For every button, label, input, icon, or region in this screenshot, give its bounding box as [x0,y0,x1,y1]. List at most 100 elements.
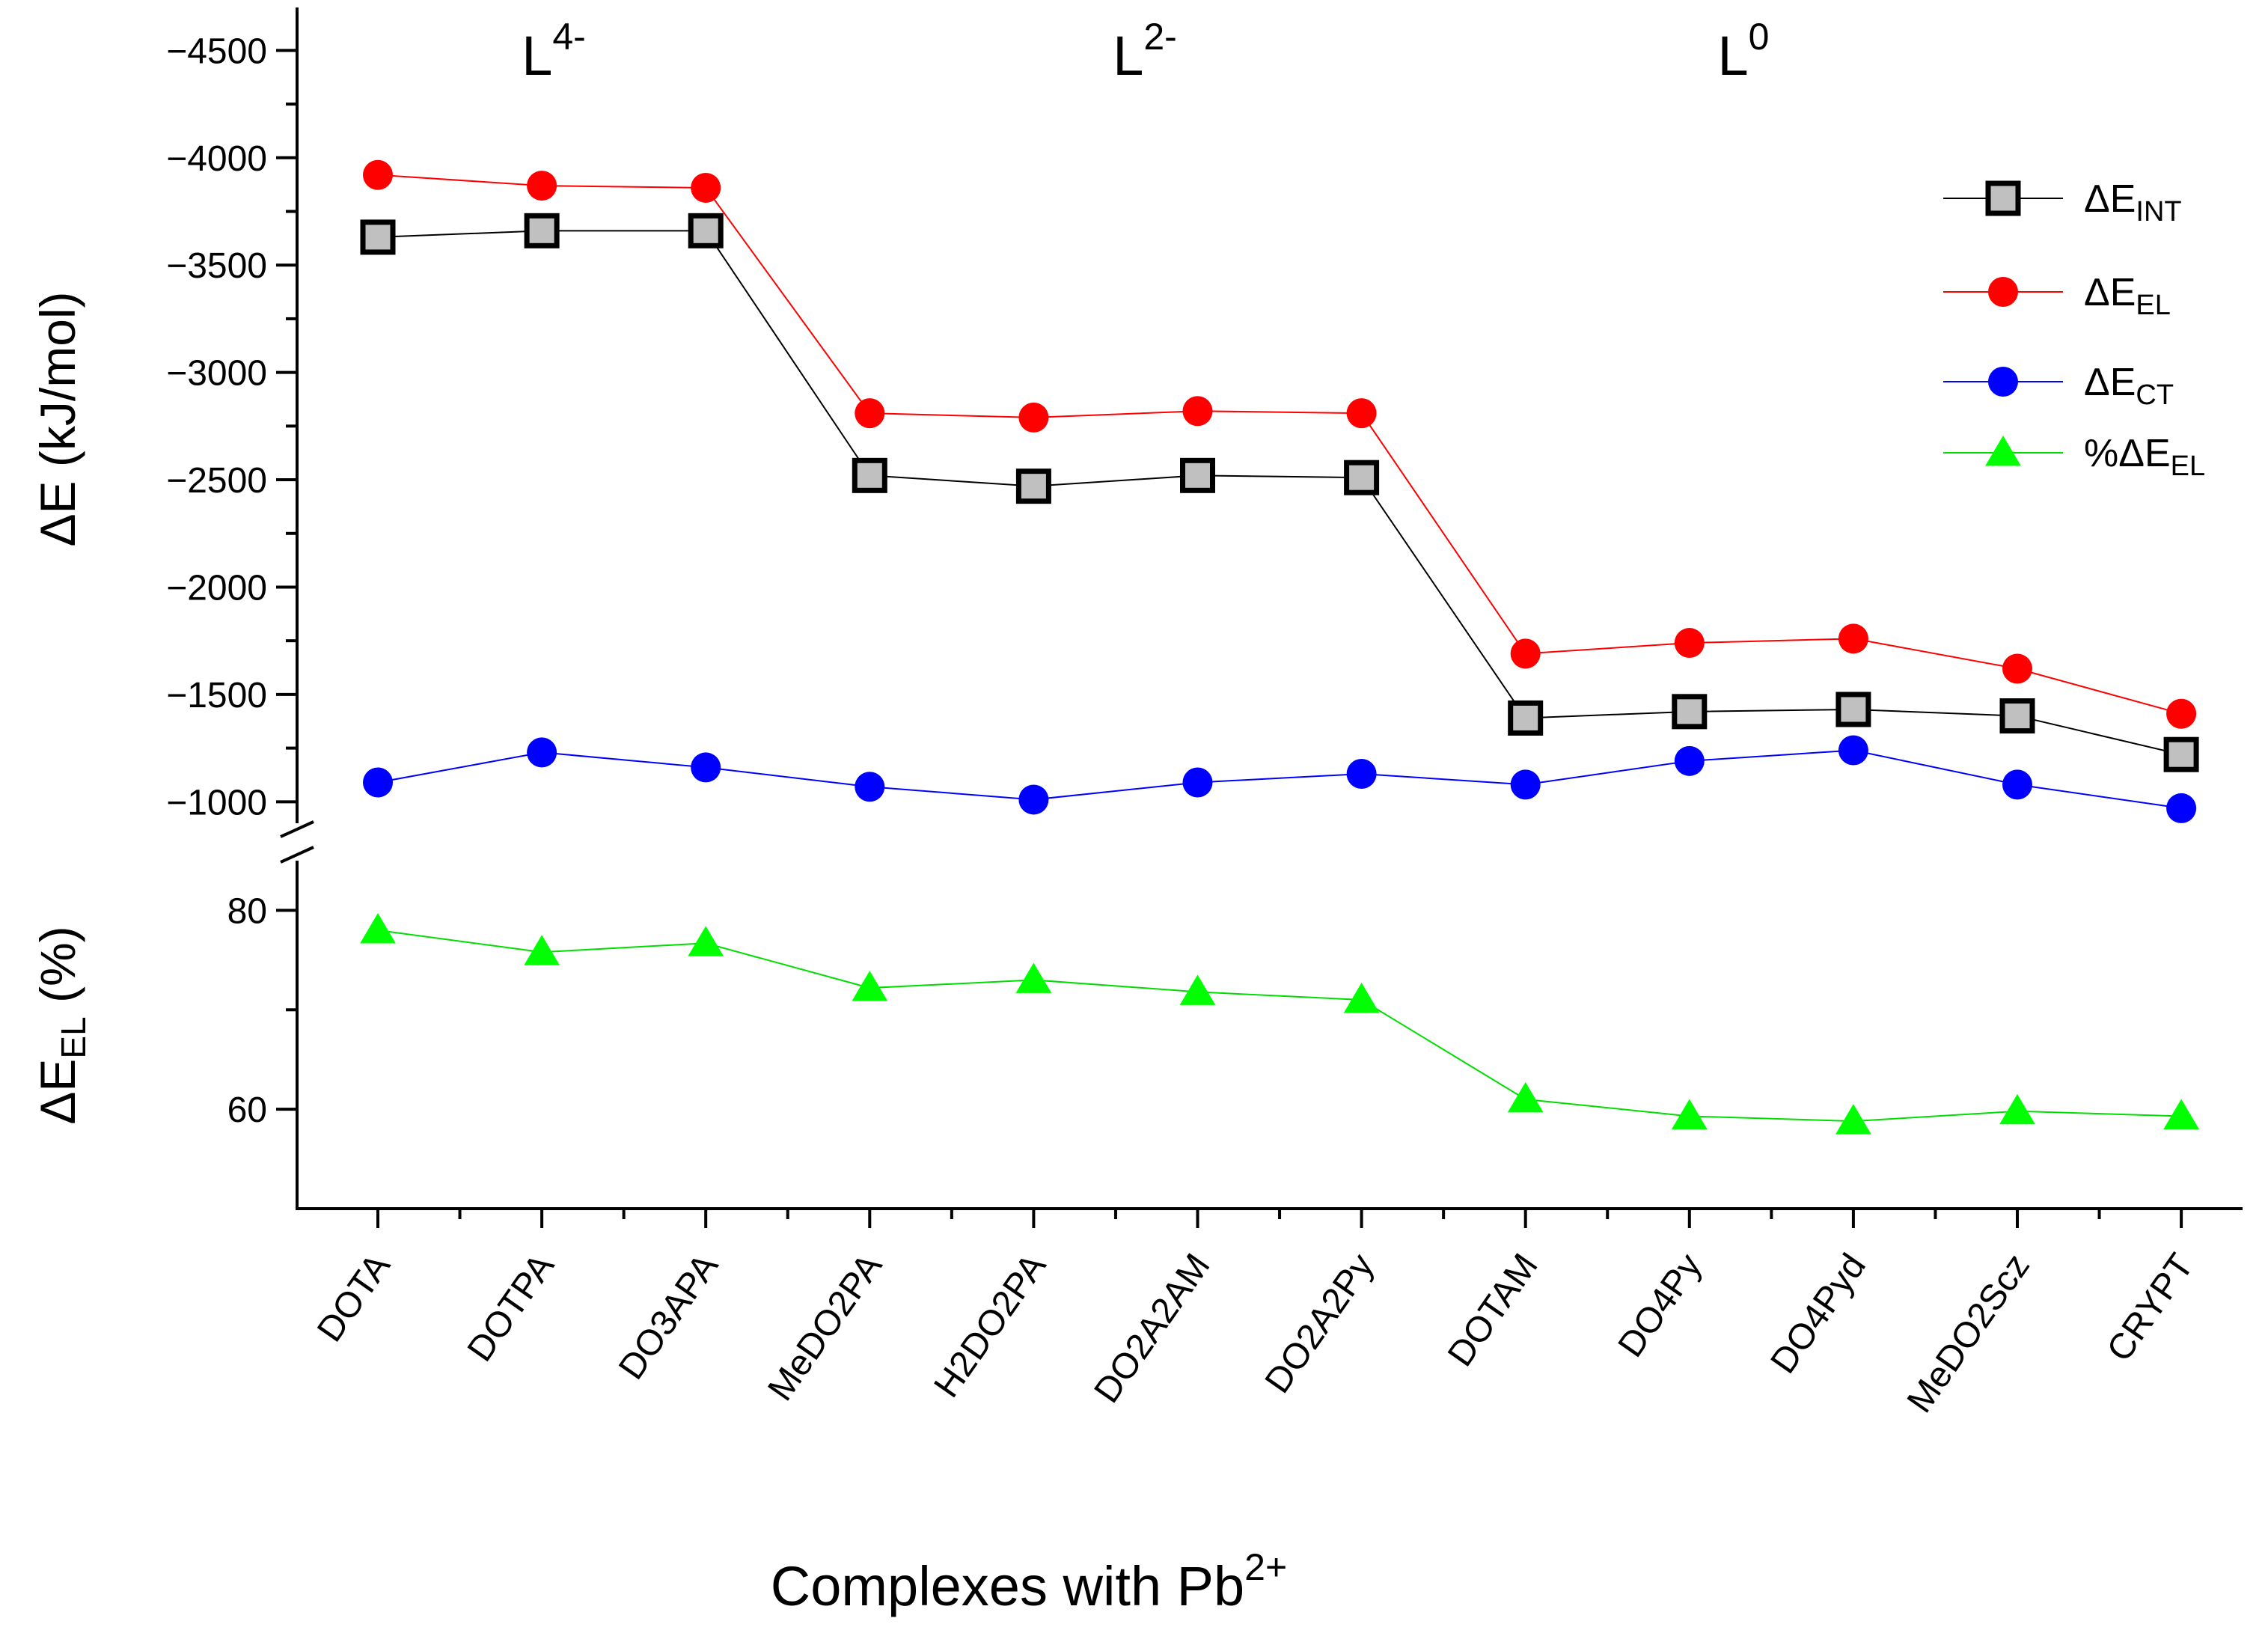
data-point-el [691,172,721,203]
data-point-ct [1838,735,1868,766]
legend-item-int: ΔEINT [1943,177,2182,228]
data-point-int [688,213,724,248]
data-point-int [1180,457,1215,493]
x-category-label: DO4Py [1611,1247,1710,1364]
legend-marker [1988,277,2018,307]
data-point-pct-el [360,913,396,944]
data-point-ct [1510,769,1541,800]
series-line-ct [377,749,2182,809]
legend: ΔEINT ΔEEL ΔECT %ΔEEL [1943,177,2205,482]
data-point-el [1346,398,1377,429]
data-point-el [2166,698,2197,729]
charge-group-label: L0 [1718,16,1770,87]
data-point-pct-el [1015,962,1052,993]
data-point-ct [1182,767,1213,798]
y-axis-title-top: ΔE (kJ/mol) [30,291,85,546]
data-point-pct-el [1507,1081,1544,1113]
charge-group-label: L4- [522,16,586,87]
data-point-ct [855,772,885,802]
y-tick-label: −2500 [166,461,267,501]
x-axis-title: Complexes with Pb2+ [771,1546,1287,1617]
x-category-label: H2DO2PA [927,1247,1054,1405]
legend-marker [1988,367,2018,397]
data-point-int [1999,698,2035,734]
data-point-pct-el [1179,974,1216,1005]
data-point-el [1838,623,1868,654]
legend-marker [1985,180,2021,216]
y-tick-label: −3000 [166,354,267,394]
data-point-ct [1018,784,1049,815]
data-point-ct [691,752,721,783]
x-category-label: DO3APA [611,1247,726,1387]
legend-label: ΔECT [2084,361,2174,411]
data-point-ct [527,737,557,768]
y-tick-label: −4500 [166,31,267,71]
y-tick-label: −4000 [166,139,267,179]
data-point-el [855,398,885,429]
legend-label: ΔEINT [2084,177,2182,228]
data-point-ct [363,767,393,798]
data-point-int [2163,736,2199,772]
legend-item-ct: ΔECT [1943,361,2174,411]
data-point-int [1836,692,1871,727]
x-category-label: DOTAM [1440,1247,1546,1373]
data-point-el [1674,628,1705,659]
data-point-int [1508,700,1544,736]
data-point-el [2002,653,2032,684]
x-category-label: DOTA [310,1247,398,1349]
series-int [360,213,2199,772]
legend-item-pct-el: %ΔEEL [1943,432,2205,482]
data-point-el [1018,402,1049,433]
data-point-ct [2002,769,2032,800]
data-point-el [1510,638,1541,669]
data-point-el [363,159,393,190]
charge-group-label: L2- [1113,16,1177,87]
x-category-label: DO2A2AM [1087,1247,1218,1410]
axis-break-mark [280,820,314,838]
y-axis-title-bottom: ΔEEL (%) [30,926,93,1124]
data-point-int [1015,468,1051,504]
data-point-el [527,171,557,201]
y-tick-label: −1500 [166,676,267,715]
y-tick-label: −1000 [166,783,267,822]
y-tick-label: −3500 [166,246,267,286]
data-point-int [524,213,560,248]
y-tick-label: 60 [227,1090,267,1130]
data-point-pct-el [1836,1104,1871,1135]
data-point-pct-el [1671,1099,1708,1129]
legend-item-el: ΔEEL [1943,271,2171,321]
legend-marker [1985,436,2021,466]
axes: −4500 −4000 −3500 −3000 −2500 −2000 −1500 −1000… [166,7,2243,1228]
y-tick-label: −2000 [166,568,267,608]
data-point-int [1344,460,1380,495]
x-category-label: MeDO2Scz [1900,1247,2038,1420]
series-el [363,159,2197,729]
data-point-el [1182,396,1213,427]
series-ct [363,735,2197,823]
legend-label: ΔEEL [2084,271,2171,321]
x-category-label: CRYPT [2100,1247,2201,1369]
data-point-pct-el [524,935,560,965]
series-line-pct-el [377,930,2182,1123]
x-category-label: MeDO2PA [760,1247,890,1408]
data-point-pct-el [688,926,724,956]
x-category-label: DO2A2Py [1258,1247,1382,1400]
labels-layer: DOTA DOTPA DO3APA MeDO2PA H2DO2PA DO2A2AM DO2A… [30,16,2201,1617]
series-line-el [377,174,2182,715]
data-point-ct [1346,759,1377,790]
y-tick-label: 80 [227,891,267,931]
series-line-int [377,230,2182,756]
data-point-ct [1674,745,1705,776]
data-point-ct [2166,793,2197,823]
data-point-int [1672,694,1708,730]
series-pct-el [360,913,2199,1135]
data-point-pct-el [1999,1093,2035,1125]
data-point-pct-el [1343,983,1380,1013]
data-point-pct-el [2163,1099,2199,1129]
data-point-pct-el [852,971,888,1001]
series-layer [360,159,2199,1135]
legend-label: %ΔEEL [2084,432,2205,482]
x-category-label: DOTPA [460,1247,562,1369]
data-point-int [360,219,396,255]
